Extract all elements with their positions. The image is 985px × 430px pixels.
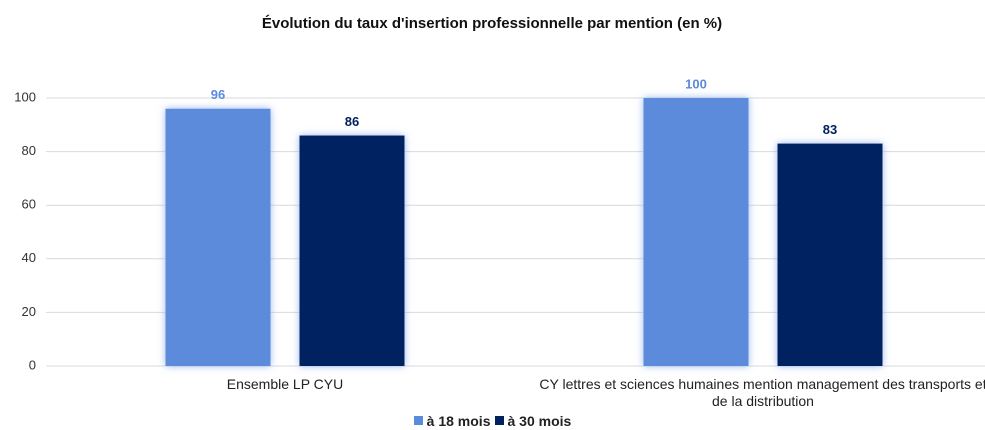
bar — [299, 135, 405, 366]
x-tick-label: CY lettres et sciences humaines mention … — [539, 376, 985, 409]
bar — [643, 98, 749, 366]
data-label: 86 — [345, 114, 359, 129]
bar — [165, 108, 271, 366]
legend-label: à 30 mois — [507, 412, 572, 429]
legend-swatch — [494, 416, 504, 425]
x-tick-label: Ensemble LP CYU — [226, 376, 344, 392]
y-tick-label: 20 — [22, 304, 36, 319]
data-label: 96 — [211, 87, 225, 102]
y-tick-label: 60 — [22, 197, 36, 212]
legend: à 18 mois à 30 mois — [0, 412, 985, 429]
legend-item: à 30 mois — [494, 412, 572, 429]
y-tick-label: 40 — [22, 250, 36, 265]
y-tick-label: 0 — [29, 357, 36, 372]
y-tick-label: 80 — [22, 143, 36, 158]
legend-item: à 18 mois — [413, 412, 491, 429]
data-label: 83 — [823, 122, 837, 137]
data-label: 100 — [685, 76, 707, 91]
chart-title: Évolution du taux d'insertion profession… — [262, 15, 722, 32]
y-tick-label: 100 — [14, 89, 36, 104]
bar — [777, 143, 883, 366]
legend-label: à 18 mois — [426, 412, 491, 429]
legend-swatch — [413, 416, 423, 425]
